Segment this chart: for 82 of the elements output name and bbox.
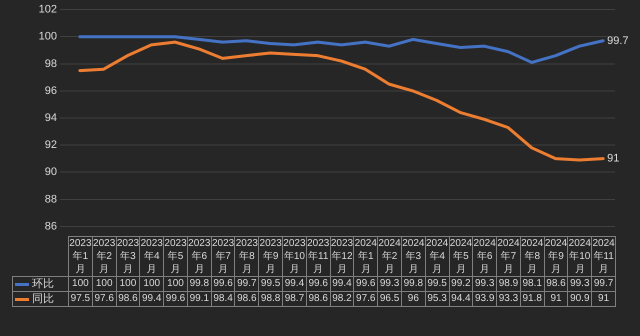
x-tick-label: 2023年1月 (68, 236, 92, 276)
data-label: 99.6 (164, 292, 188, 306)
y-tick-label: 100 (38, 30, 57, 43)
data-label: 99.8 (187, 276, 212, 292)
data-label: 97.6 (92, 292, 116, 306)
x-tick-label: 2023年8月 (234, 236, 259, 276)
data-label: 96.5 (378, 292, 402, 306)
data-label: 100 (164, 276, 188, 292)
data-label: 98.1 (520, 276, 544, 292)
y-tick-label: 90 (44, 166, 57, 178)
x-tick-label: 2024年9月 (544, 236, 568, 276)
y-tick-label: 88 (44, 193, 57, 206)
data-label: 100 (68, 276, 92, 292)
data-label: 90.9 (568, 292, 592, 306)
legend-label: 环比 (12, 276, 68, 292)
data-label: 98.8 (258, 292, 283, 306)
x-tick-label: 2023年5月 (164, 236, 188, 276)
x-tick-label: 2023年6月 (187, 236, 212, 276)
data-label: 99.5 (425, 276, 449, 292)
x-tick-label: 2023年2月 (92, 236, 116, 276)
y-tick-label: 98 (44, 58, 57, 70)
data-label: 98.9 (496, 276, 520, 292)
data-label: 96 (401, 292, 426, 306)
y-tick-label: 94 (44, 112, 57, 124)
data-label: 99.7 (592, 276, 616, 292)
data-label: 98.7 (282, 292, 306, 306)
x-tick-label: 2024年2月 (378, 236, 402, 276)
y-tick-label: 96 (44, 84, 57, 97)
x-tick-label: 2024年3月 (401, 236, 426, 276)
data-label: 99.6 (211, 276, 235, 292)
x-tick-label: 2023年3月 (116, 236, 140, 276)
legend-label: 同比 (12, 292, 68, 306)
y-tick-label: 86 (44, 220, 57, 232)
x-tick-label: 2023年11月 (306, 236, 330, 276)
data-label: 99.4 (330, 276, 354, 292)
data-label: 98.6 (306, 292, 330, 306)
data-label: 91 (544, 292, 568, 306)
x-tick-label: 2023年7月 (211, 236, 235, 276)
x-tick-label: 2024年6月 (472, 236, 497, 276)
data-label: 98.4 (211, 292, 235, 306)
data-label: 91.8 (520, 292, 544, 306)
data-label: 95.3 (425, 292, 449, 306)
x-tick-label: 2024年8月 (520, 236, 544, 276)
y-tick-label: 92 (44, 139, 57, 152)
data-label: 99.6 (306, 276, 330, 292)
data-label: 98.6 (544, 276, 568, 292)
data-label: 99.3 (472, 276, 497, 292)
data-label: 100 (116, 276, 140, 292)
x-tick-label: 2024年1月 (354, 236, 378, 276)
data-label: 100 (92, 276, 116, 292)
data-label: 99.2 (449, 276, 473, 292)
data-label: 98.6 (234, 292, 259, 306)
x-tick-label: 2023年9月 (258, 236, 283, 276)
data-label: 99.1 (187, 292, 212, 306)
data-label: 99.7 (234, 276, 259, 292)
data-label: 94.4 (449, 292, 473, 306)
data-label: 97.6 (354, 292, 378, 306)
text: 91 (607, 152, 620, 165)
data-label: 99.8 (401, 276, 426, 292)
x-tick-label: 2023年10月 (282, 236, 306, 276)
x-tick-label: 2024年4月 (425, 236, 449, 276)
x-tick-label: 2023年12月 (330, 236, 354, 276)
data-label: 99.4 (140, 292, 164, 306)
y-tick-label: 102 (38, 4, 57, 16)
text: 99.7 (607, 34, 629, 47)
data-label: 91 (592, 292, 616, 306)
data-label: 100 (140, 276, 164, 292)
x-tick-label: 2024年7月 (496, 236, 520, 276)
data-label: 98.6 (116, 292, 140, 306)
data-label: 99.3 (378, 276, 402, 292)
data-label: 98.2 (330, 292, 354, 306)
data-label: 99.3 (568, 276, 592, 292)
data-label: 99.5 (258, 276, 283, 292)
x-tick-label: 2024年10月 (568, 236, 592, 276)
data-label: 93.9 (472, 292, 497, 306)
data-label: 99.6 (354, 276, 378, 292)
data-label: 93.3 (496, 292, 520, 306)
data-label: 97.5 (68, 292, 92, 306)
x-tick-label: 2024年5月 (449, 236, 473, 276)
data-label: 99.4 (282, 276, 306, 292)
x-tick-label: 2024年11月 (592, 236, 616, 276)
x-tick-label: 2023年4月 (140, 236, 164, 276)
